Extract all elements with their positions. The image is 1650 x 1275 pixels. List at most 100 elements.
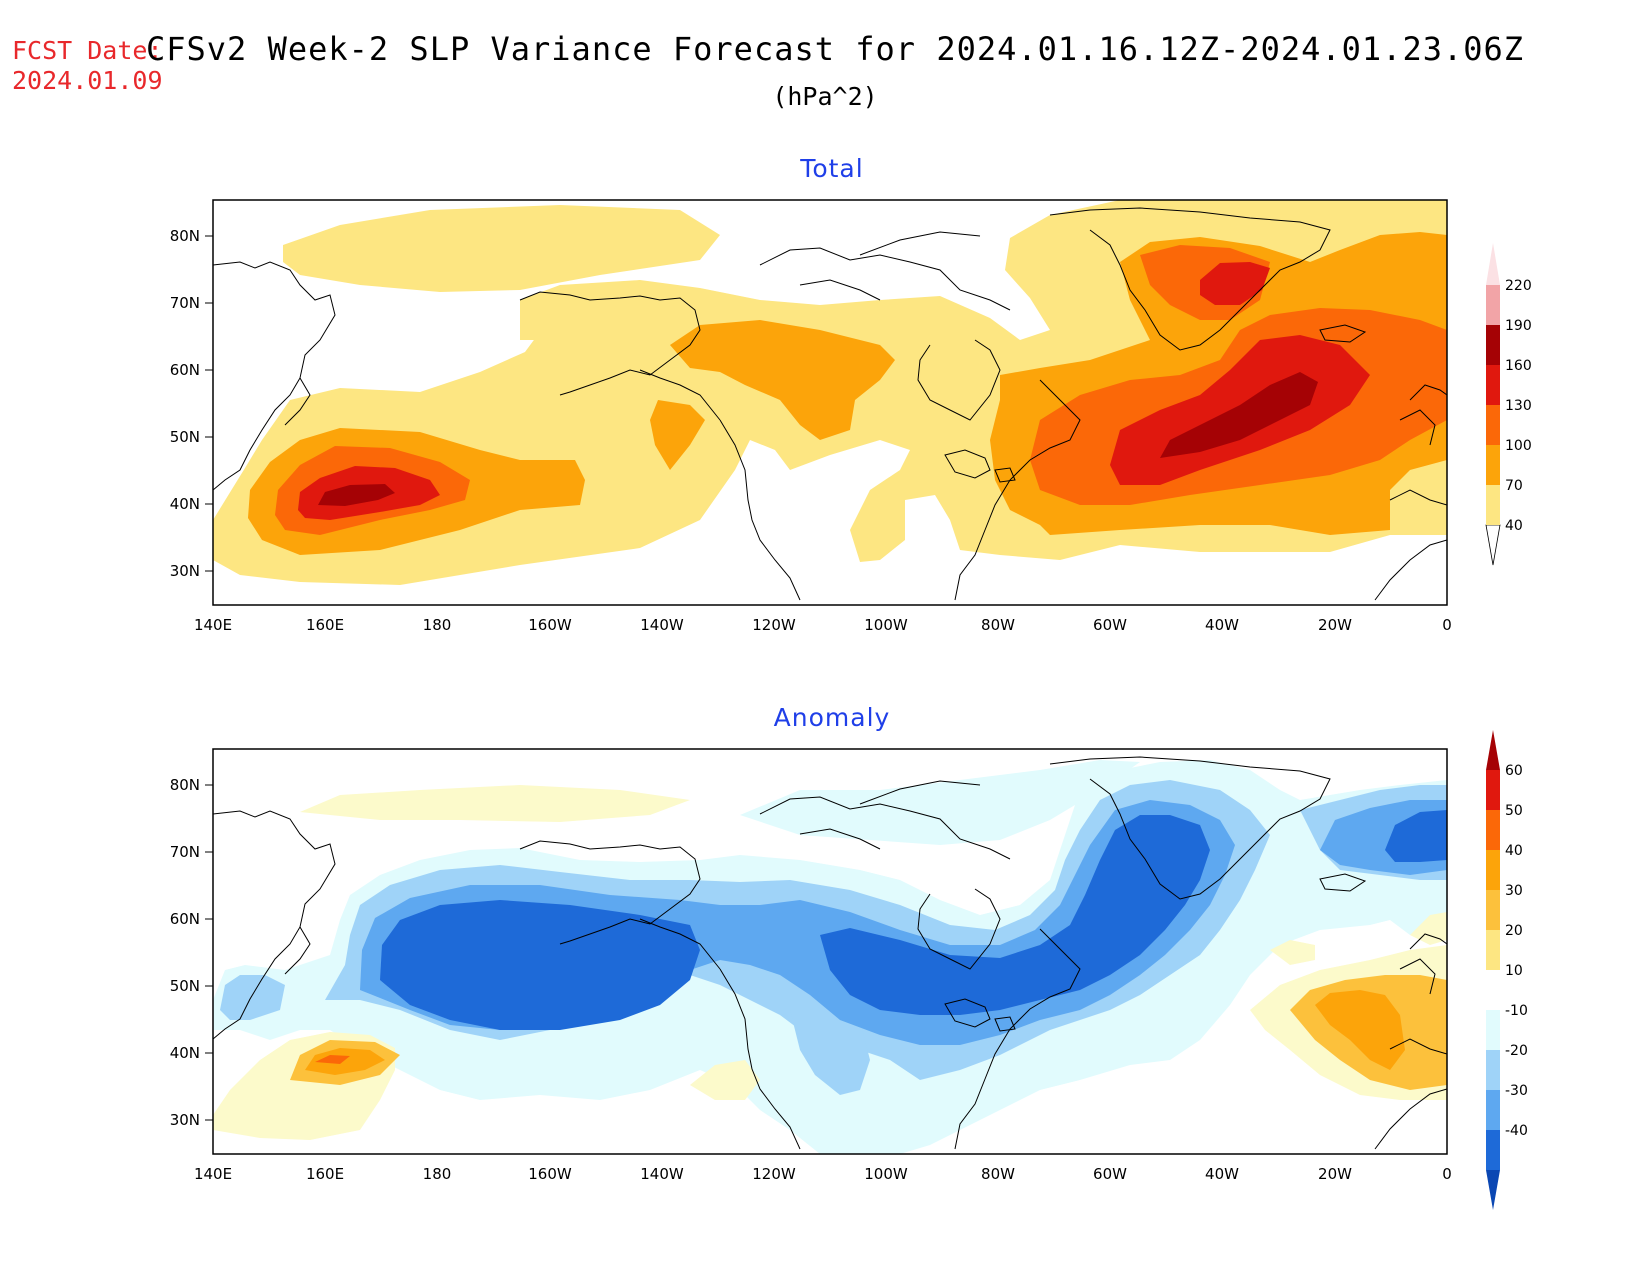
total-contour-fills (213, 200, 1447, 585)
anomaly-fill-neg20-japan (220, 975, 285, 1020)
anomaly-map-frame (212, 748, 1448, 1155)
anomaly-lon-label: 40W (1205, 1165, 1239, 1183)
anomaly-colorbar: 60 50 40 30 20 10 -10 -20 -30 -40 (1486, 730, 1528, 1210)
total-lon-label: 180 (423, 616, 452, 634)
total-lon-label: 0 (1442, 616, 1452, 634)
total-colorbar-swatch (1486, 405, 1500, 445)
total-lon-label: 60W (1093, 616, 1127, 634)
total-colorbar-swatch (1486, 485, 1500, 525)
total-coast-greatlakes (944, 449, 1016, 483)
anomaly-coast-iceland (1319, 873, 1367, 892)
anomaly-colorbar-label: -30 (1505, 1083, 1528, 1099)
anomaly-colorbar-swatch (1486, 1010, 1500, 1050)
anomaly-lon-label: 140W (640, 1165, 684, 1183)
total-lat-label: 50N (170, 428, 200, 446)
anomaly-colorbar-label: -20 (1505, 1043, 1528, 1059)
total-lat-axis: 80N 70N 60N 50N 40N 30N (170, 227, 213, 580)
total-lon-label: 20W (1318, 616, 1352, 634)
anomaly-lat-label: 70N (170, 843, 200, 861)
total-lon-label: 140W (640, 616, 684, 634)
anomaly-colorbar-label: 20 (1505, 923, 1523, 939)
total-fill-40-ak (520, 280, 640, 340)
anomaly-lat-label: 40N (170, 1044, 200, 1062)
forecast-date-block: FCST Date: 2024.01.09 (12, 36, 163, 96)
figure-units: (hPa^2) (772, 82, 878, 111)
anomaly-coast-greatlakes (944, 998, 1016, 1032)
total-colorbar-swatch (1486, 445, 1500, 485)
total-lon-label: 160W (528, 616, 572, 634)
total-coast-namerica-east (954, 379, 1081, 601)
total-coast-alaska (519, 291, 721, 421)
anomaly-coast-alaska (519, 840, 721, 970)
total-colorbar-min-cap (1485, 524, 1501, 566)
total-fill-40-arctic (283, 205, 720, 292)
anomaly-lon-label: 0 (1442, 1165, 1452, 1183)
total-fill-70-gulf (650, 400, 705, 470)
anomaly-coast-greenland (1049, 756, 1331, 900)
total-colorbar-label: 220 (1505, 278, 1532, 294)
total-coast-europe (1374, 384, 1447, 601)
anomaly-fill-neg40-namerica (820, 815, 1210, 1015)
anomaly-fill-pos10-arctic (300, 785, 690, 822)
total-lon-label: 140E (194, 616, 232, 634)
total-map-frame (212, 199, 1448, 606)
total-fill-160-pacific (318, 484, 395, 506)
anomaly-lon-label: 100W (864, 1165, 908, 1183)
total-lon-label: 100W (864, 616, 908, 634)
anomaly-coastlines (213, 756, 1447, 1150)
figure-title: CFSv2 Week-2 SLP Variance Forecast for 2… (145, 30, 1525, 68)
panel-title-total: Total (800, 154, 864, 183)
anomaly-colorbar-label: 30 (1505, 883, 1523, 899)
anomaly-lat-label: 80N (170, 776, 200, 794)
anomaly-colorbar-label: -10 (1505, 1003, 1528, 1019)
anomaly-coast-hudson (917, 888, 1001, 970)
anomaly-lon-label: 180 (423, 1165, 452, 1183)
anomaly-colorbar-label: 50 (1505, 803, 1523, 819)
total-colorbar: 40 70 100 130 160 190 220 (1485, 243, 1532, 566)
total-fill-130-greenland (1200, 262, 1270, 305)
anomaly-lon-label: 60W (1093, 1165, 1127, 1183)
anomaly-lat-label: 50N (170, 977, 200, 995)
total-colorbar-label: 160 (1505, 358, 1532, 374)
anomaly-coast-europe (1374, 933, 1447, 1150)
anomaly-fill-pos10-uk (1410, 912, 1447, 945)
anomaly-coast-namerica-west (719, 968, 801, 1150)
anomaly-fill-pos30-atlantic (1315, 990, 1405, 1070)
anomaly-lat-label: 60N (170, 910, 200, 928)
total-coast-arctic-islands (759, 231, 1011, 311)
anomaly-colorbar-swatch (1486, 850, 1500, 890)
anomaly-fill-pos10-mid (1270, 940, 1315, 965)
total-colorbar-label: 70 (1505, 478, 1523, 494)
anomaly-lon-label: 120W (752, 1165, 796, 1183)
total-coast-namerica-west (719, 419, 801, 601)
total-lat-label: 70N (170, 294, 200, 312)
anomaly-colorbar-swatch (1486, 930, 1500, 970)
total-colorbar-max-cap (1486, 243, 1500, 285)
panel-title-anomaly: Anomaly (773, 703, 891, 732)
anomaly-contour-fills (213, 760, 1447, 1154)
anomaly-colorbar-label: 60 (1505, 763, 1523, 779)
total-lon-label: 80W (981, 616, 1015, 634)
anomaly-colorbar-swatch (1486, 770, 1500, 810)
anomaly-lon-label: 160W (528, 1165, 572, 1183)
total-fill-160-atlantic (1160, 372, 1318, 458)
anomaly-fill-neg10-north (740, 760, 1140, 845)
total-map-panel: 80N 70N 60N 50N 40N 30N 140E 160E 180 16… (170, 199, 1532, 634)
anomaly-coast-kamchatka (284, 926, 311, 975)
anomaly-lat-axis: 80N 70N 60N 50N 40N 30N (170, 776, 213, 1129)
total-lat-label: 40N (170, 495, 200, 513)
total-lon-label: 40W (1205, 616, 1239, 634)
anomaly-colorbar-label: 40 (1505, 843, 1523, 859)
forecast-date-label: FCST Date: (12, 36, 163, 65)
anomaly-lon-label: 80W (981, 1165, 1015, 1183)
total-lat-label: 80N (170, 227, 200, 245)
anomaly-colorbar-swatch (1486, 810, 1500, 850)
total-lon-label: 160E (306, 616, 344, 634)
anomaly-colorbar-label: 10 (1505, 963, 1523, 979)
total-lat-label: 30N (170, 562, 200, 580)
total-colorbar-label: 190 (1505, 318, 1532, 334)
total-coast-iceland (1319, 324, 1367, 343)
anomaly-coast-asia (213, 810, 336, 1040)
total-lat-label: 60N (170, 361, 200, 379)
